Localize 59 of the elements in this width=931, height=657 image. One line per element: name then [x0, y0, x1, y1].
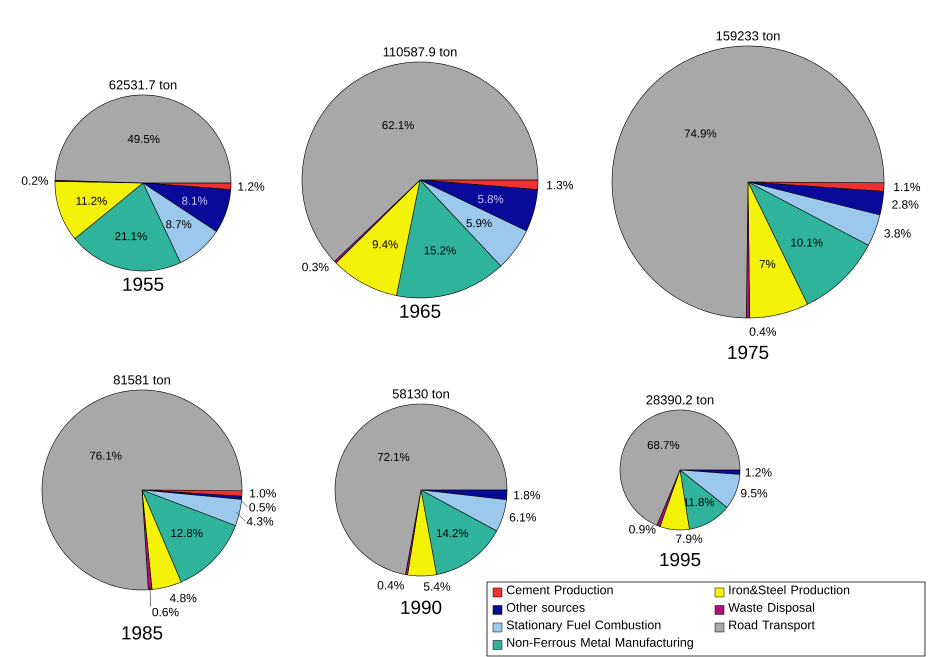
text: 1965 — [400, 304, 440, 318]
data-label: 6.1% — [510, 513, 536, 522]
data-label: 11.8% — [684, 498, 714, 506]
data-label: 0.4% — [750, 327, 776, 336]
data-label: 5.4% — [424, 582, 450, 591]
data-label: 0.2% — [22, 176, 48, 185]
data-label: 2.8% — [892, 200, 918, 209]
chart-title: 110587.9 ton — [384, 47, 456, 56]
data-label: 0.9% — [629, 525, 656, 534]
chart-title: 58130 ton — [392, 389, 449, 398]
data-label: 62.1% — [382, 121, 414, 130]
data-label: 3.8% — [884, 229, 911, 238]
legend-label: Other sources — [506, 602, 585, 612]
text: 1990 — [401, 600, 442, 614]
data-label: 76.1% — [90, 452, 122, 460]
data-label: 0.5% — [249, 503, 276, 512]
data-label: 5.9% — [466, 219, 492, 228]
data-label: 0.4% — [378, 581, 404, 590]
chart-title: 28390.2 ton — [646, 395, 714, 404]
data-label: 1.8% — [514, 490, 540, 500]
text: 1995 — [660, 552, 700, 566]
data-label: 7.9% — [676, 534, 702, 543]
legend-label: Road Transport — [729, 620, 815, 632]
data-label: 1.0% — [250, 489, 276, 498]
data-label: 0.3% — [302, 262, 329, 272]
text: 1985 — [122, 626, 162, 640]
data-label: 14.2% — [436, 529, 468, 538]
legend-label: Cement Production — [506, 585, 613, 594]
data-label: 1.3% — [547, 180, 574, 190]
chart-title: 81581 ton — [114, 375, 170, 384]
text: 1975 — [728, 346, 768, 360]
data-label: 8.1% — [182, 196, 208, 205]
text: 1955 — [123, 278, 164, 291]
data-label: 4.3% — [246, 517, 274, 526]
data-label: 15.2% — [424, 246, 456, 254]
data-label: 1.2% — [238, 182, 264, 191]
data-label: 74.9% — [684, 129, 716, 138]
data-label: 21.1% — [115, 232, 147, 240]
data-label: 7% — [760, 260, 776, 268]
data-label: 9.5% — [740, 488, 768, 498]
data-label: 68.7% — [648, 440, 680, 450]
legend-label: Stationary Fuel Combustion — [506, 620, 660, 632]
data-label: 12.8% — [171, 528, 203, 538]
chart-title: 62531.7 ton — [109, 80, 176, 90]
data-label: 4.8% — [170, 594, 196, 602]
chart-title: 159233 ton — [716, 31, 780, 40]
data-label: 9.4% — [372, 240, 398, 248]
legend-label: Waste Disposal — [728, 602, 814, 614]
data-label: 1.2% — [746, 468, 772, 477]
data-label: 0.6% — [152, 608, 179, 616]
data-label: 49.5% — [128, 134, 160, 144]
data-label: 5.8% — [478, 195, 504, 204]
data-label: 11.2% — [76, 196, 107, 205]
legend-label: Non-Ferrous Metal Manufacturing — [507, 638, 693, 650]
data-label: 72.1% — [378, 452, 410, 461]
legend-label: Iron&Steel Production — [729, 585, 850, 594]
data-label: 10.1% — [791, 238, 823, 247]
data-label: 8.7% — [166, 220, 192, 228]
data-label: 1.1% — [894, 182, 920, 192]
